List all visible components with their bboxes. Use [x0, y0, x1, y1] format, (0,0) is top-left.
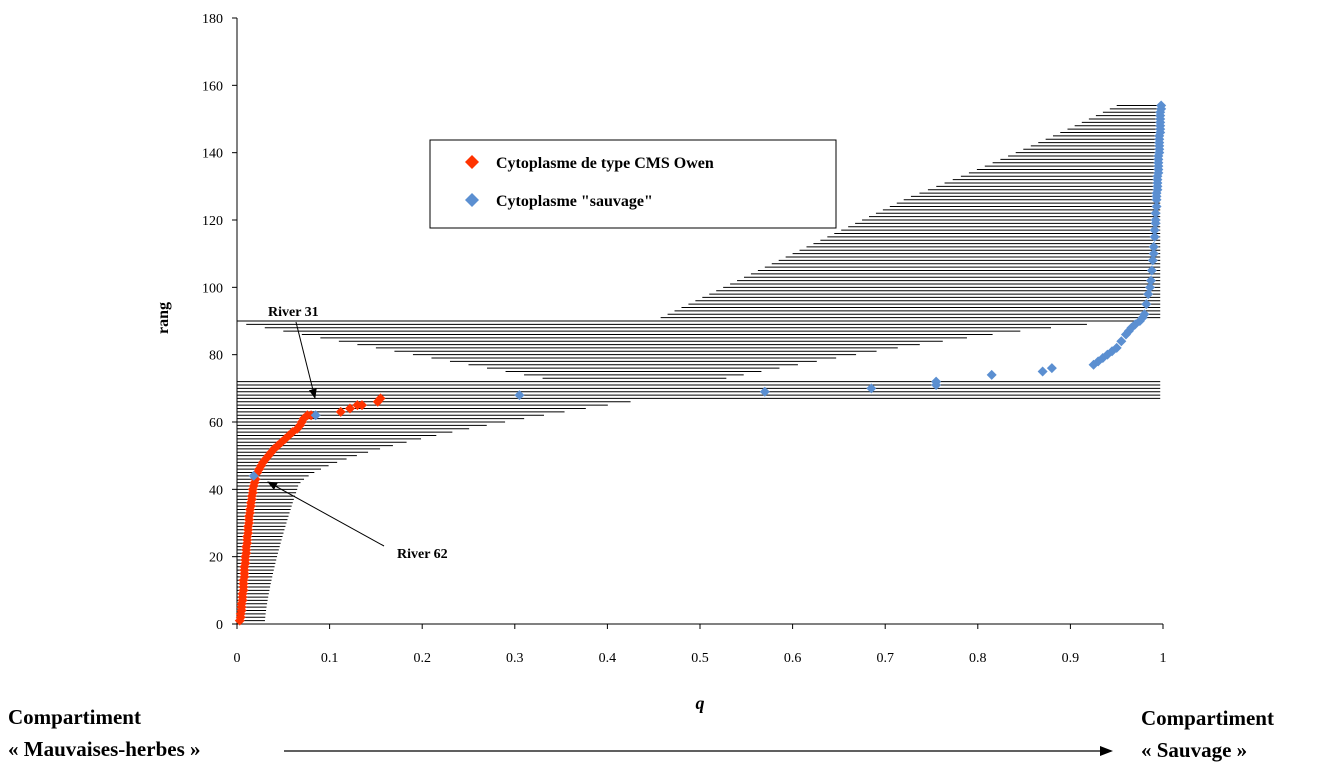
- x-ticks: 0 0.1 0.2 0.3 0.4 0.5 0.6 0.7 0.8 0.9 1: [234, 624, 1167, 666]
- point-cms-owen: [335, 406, 346, 417]
- interval-bars: [237, 105, 1161, 622]
- x-axis-title: q: [696, 693, 705, 713]
- data-points: [234, 100, 1167, 626]
- x-tick-label: 0.1: [321, 651, 339, 666]
- point-sauvage: [1148, 248, 1159, 259]
- point-sauvage: [866, 383, 877, 394]
- annotation-river-31-arrow: [295, 321, 317, 399]
- annotation-river-31: River 31: [268, 305, 319, 320]
- legend: Cytoplasme de type CMS Owen Cytoplasme "…: [429, 139, 837, 229]
- point-sauvage: [1151, 201, 1162, 212]
- left-compartment-label-line2: « Mauvaises-herbes »: [8, 737, 201, 761]
- point-sauvage: [1111, 342, 1122, 353]
- left-compartment-label-line1: Compartiment: [8, 705, 141, 729]
- x-tick-label: 0.2: [413, 651, 431, 666]
- point-sauvage: [1148, 241, 1159, 252]
- annotation-river-62-arrow: [267, 481, 385, 547]
- point-sauvage: [1150, 215, 1161, 225]
- compartment-arrow-head-icon: [1100, 746, 1113, 756]
- point-sauvage: [1156, 100, 1167, 111]
- legend-diamond-icon-sauvage: [465, 193, 479, 207]
- annotation-river-62: River 62: [397, 547, 448, 562]
- x-tick-label: 1: [1160, 651, 1167, 666]
- y-axis-title: rang: [155, 302, 172, 334]
- y-tick-label: 40: [209, 483, 223, 498]
- point-sauvage: [514, 390, 525, 401]
- x-tick-label: 0.3: [506, 651, 524, 666]
- point-sauvage: [1116, 336, 1127, 347]
- legend-diamond-icon-cms: [465, 155, 479, 169]
- y-ticks: 0 20 40 60 80 100 120 140 160 180: [202, 12, 237, 633]
- y-tick-label: 80: [209, 349, 223, 364]
- legend-label-cms: Cytoplasme de type CMS Owen: [496, 155, 714, 172]
- point-sauvage: [1147, 255, 1158, 266]
- x-tick-label: 0.8: [969, 651, 987, 666]
- right-compartment-label-line2: « Sauvage »: [1141, 738, 1247, 762]
- legend-box: [429, 139, 837, 229]
- y-tick-label: 180: [202, 12, 223, 27]
- point-sauvage: [1146, 265, 1157, 276]
- x-tick-label: 0: [234, 651, 241, 666]
- x-tick-label: 0.9: [1062, 651, 1080, 666]
- point-cms-owen: [375, 393, 386, 404]
- y-tick-label: 20: [209, 551, 223, 566]
- right-compartment-label-line1: Compartiment: [1141, 706, 1274, 730]
- x-tick-label: 0.4: [599, 651, 617, 666]
- point-sauvage: [1037, 366, 1048, 377]
- point-sauvage: [1145, 282, 1156, 293]
- y-tick-label: 0: [216, 618, 223, 633]
- y-tick-label: 100: [202, 281, 223, 296]
- y-tick-label: 140: [202, 147, 223, 162]
- legend-label-sauvage: Cytoplasme "sauvage": [496, 193, 653, 210]
- point-sauvage: [759, 386, 770, 397]
- point-sauvage: [1141, 299, 1152, 310]
- point-sauvage: [1149, 231, 1160, 242]
- point-sauvage: [1139, 309, 1150, 320]
- point-sauvage: [248, 470, 259, 481]
- point-sauvage: [1145, 275, 1156, 286]
- y-tick-label: 60: [209, 416, 223, 431]
- point-cms-owen: [357, 400, 368, 411]
- point-sauvage: [1046, 363, 1057, 374]
- x-tick-label: 0.6: [784, 651, 802, 666]
- point-sauvage: [931, 376, 942, 387]
- point-sauvage: [1150, 208, 1161, 219]
- x-tick-label: 0.7: [876, 651, 894, 666]
- point-cms-owen: [344, 403, 355, 414]
- point-sauvage: [1149, 225, 1160, 236]
- y-tick-label: 160: [202, 79, 223, 94]
- point-sauvage: [310, 410, 321, 421]
- x-tick-label: 0.5: [691, 651, 709, 666]
- y-tick-label: 120: [202, 214, 223, 229]
- point-sauvage: [986, 369, 997, 380]
